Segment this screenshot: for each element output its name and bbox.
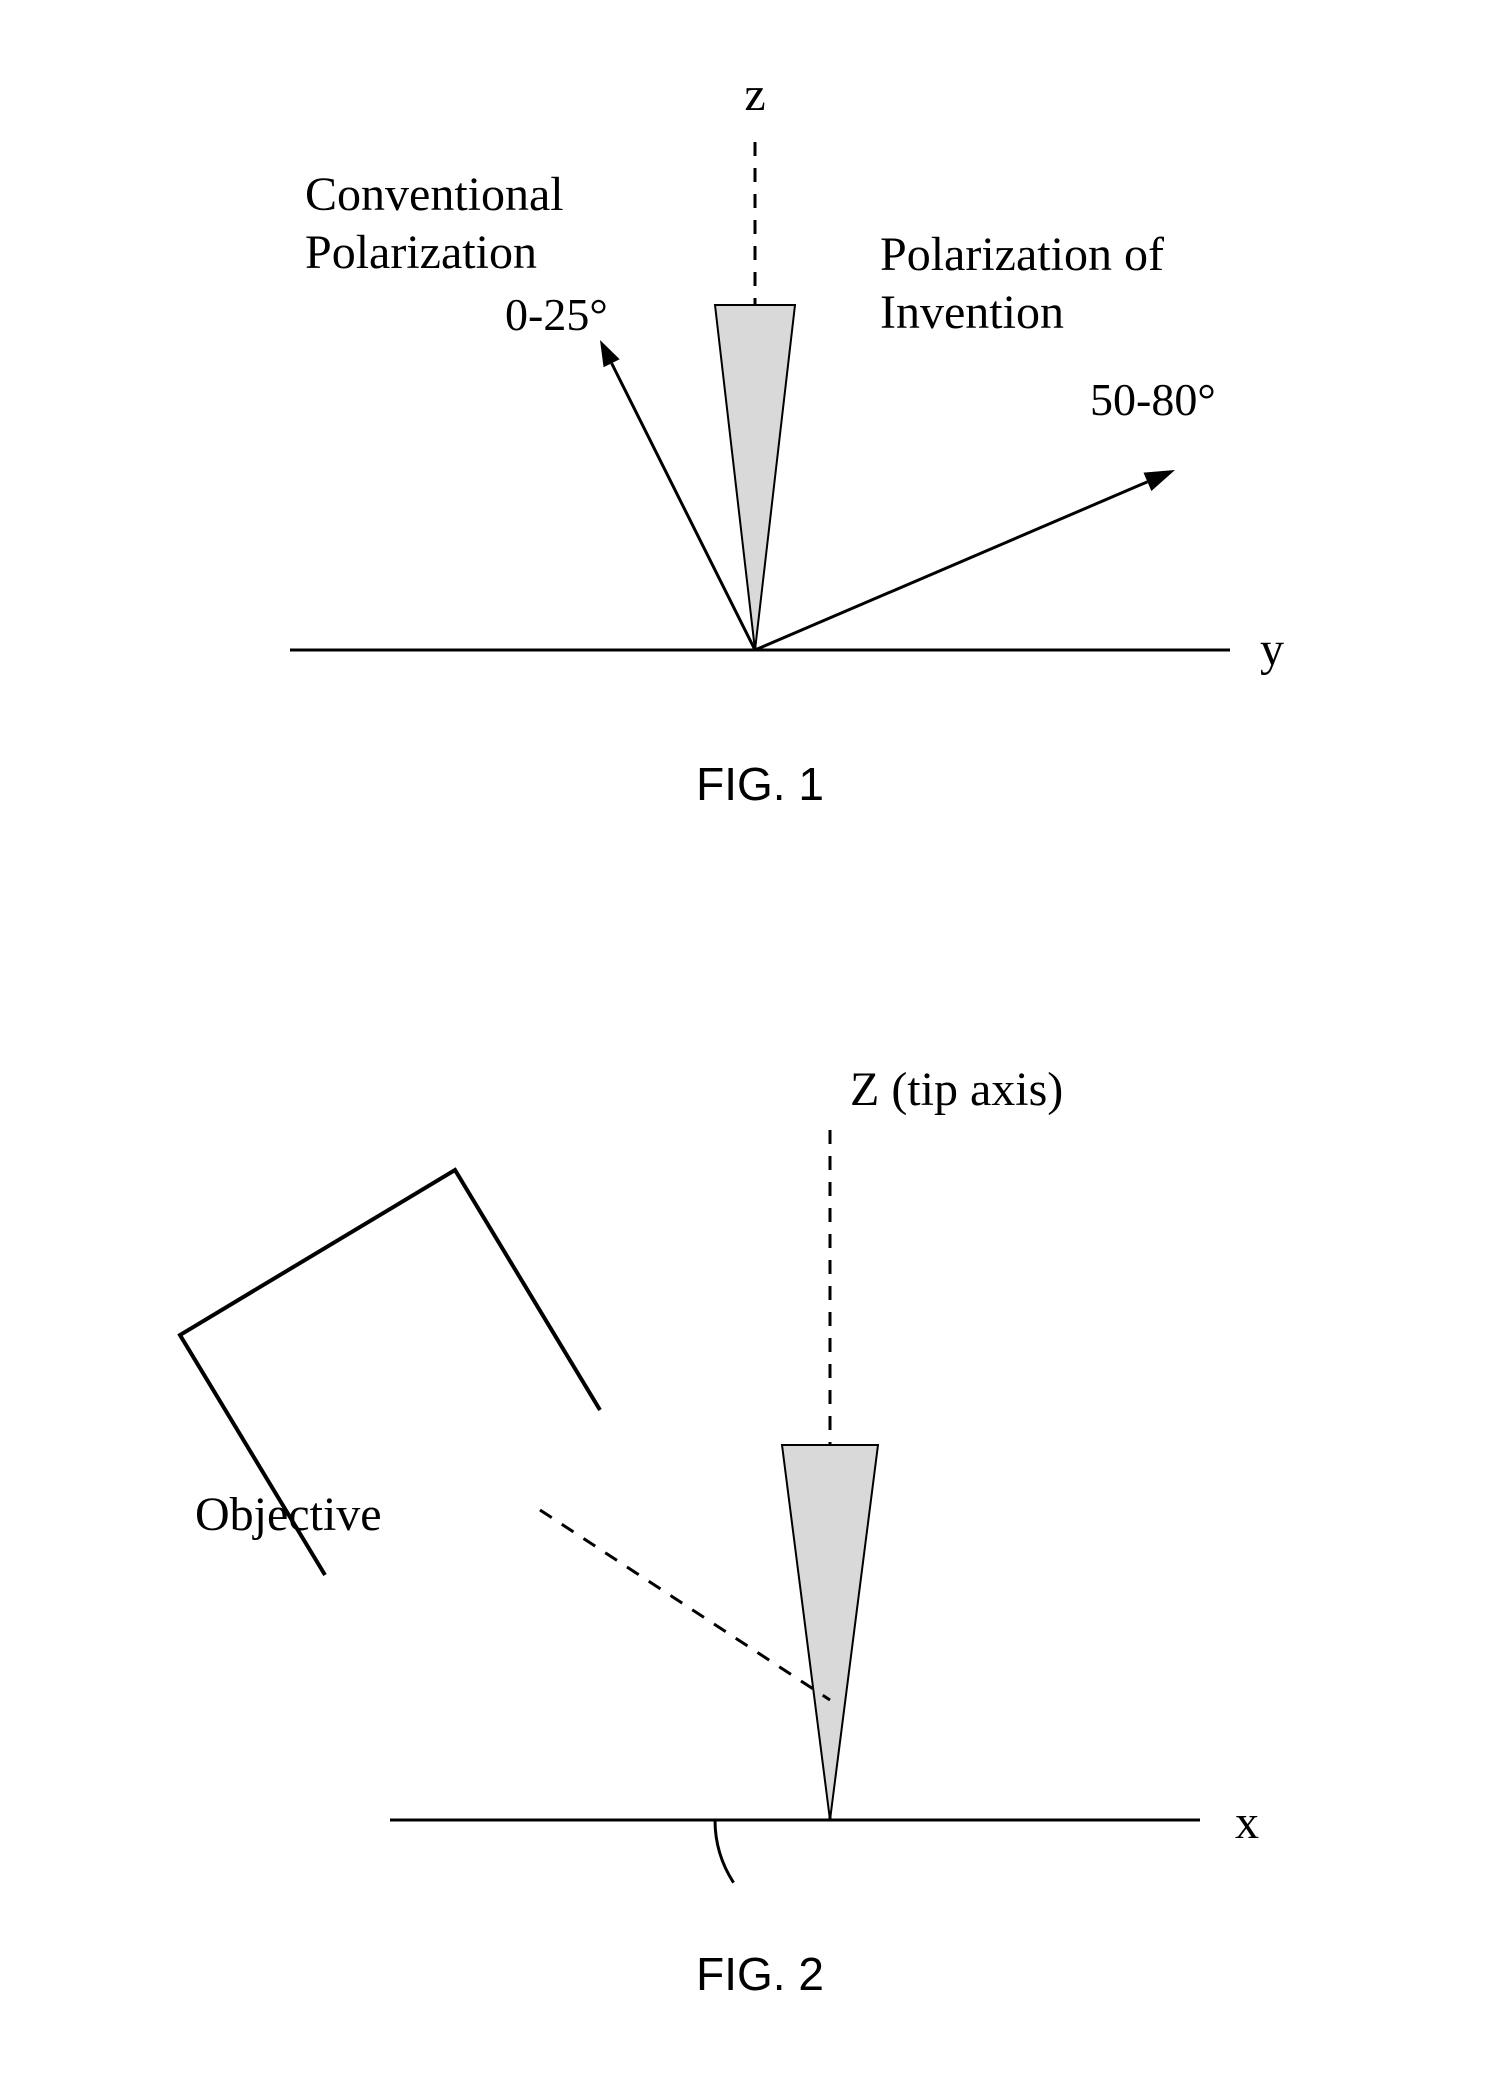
fig1-arrow-invention-head (1143, 470, 1175, 491)
fig1-label-conventional-line2: Polarization (305, 226, 537, 279)
fig1-axis-z-label: z (744, 68, 765, 121)
fig1-arrow-conventional-head (600, 340, 620, 367)
fig2-objective-label: Objective (195, 1488, 382, 1541)
fig1-caption: FIG. 1 (696, 758, 824, 810)
fig1-label-conventional-line1: Conventional (305, 168, 564, 221)
fig2-angle-arc (715, 1820, 734, 1883)
fig2-caption: FIG. 2 (696, 1948, 824, 2000)
fig2-tip-cone (782, 1445, 878, 1820)
fig1-tip-cone (715, 305, 795, 650)
fig1-label-invention-line1: Polarization of (880, 228, 1164, 281)
fig1-label-conventional-degrees: 0-25° (505, 289, 608, 340)
fig1-label-invention-line2: Invention (880, 286, 1064, 339)
fig1-arrow-invention-shaft (755, 482, 1147, 650)
fig2-objective-optical-axis (540, 1510, 830, 1700)
fig2-axis-x-label: x (1235, 1796, 1259, 1849)
fig1-axis-y-label: y (1260, 623, 1284, 676)
fig2-axis-z-label: Z (tip axis) (850, 1063, 1063, 1116)
fig1-label-invention-degrees: 50-80° (1090, 374, 1216, 425)
